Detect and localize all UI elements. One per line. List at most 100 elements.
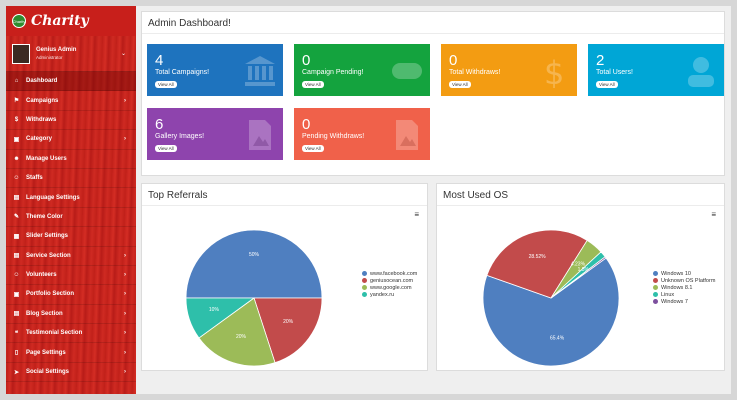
pie-slice[interactable]	[482, 257, 620, 366]
legend-item[interactable]: www.google.com	[362, 284, 417, 291]
view-all-button[interactable]: View All	[302, 145, 324, 152]
sidebar-item-volunteers[interactable]: ☺ Volunteers ›	[6, 266, 136, 286]
pie-slice[interactable]	[486, 229, 588, 299]
sidebar-menu: ⌂ Dashboard ⚑ Campaigns › $ Withdraws ▣ Category…	[6, 72, 136, 383]
view-all-button[interactable]: View All	[449, 81, 471, 88]
sidebar-item-manage-users[interactable]: ☻ Manage Users	[6, 150, 136, 169]
legend-swatch	[362, 285, 367, 290]
view-all-button[interactable]: View All	[596, 81, 618, 88]
stat-number: 0	[302, 52, 311, 69]
slice-label: 28.52%	[529, 254, 547, 260]
sidebar-item-dashboard[interactable]: ⌂ Dashboard	[6, 72, 136, 92]
legend-item[interactable]: geniusocean.com	[362, 277, 417, 284]
stat-card: 0 Campaign Pending! View All	[294, 44, 430, 96]
stat-card: 6 Gallery Images! View All	[147, 108, 283, 160]
stat-label: Gallery Images!	[155, 133, 205, 140]
chart-menu-icon[interactable]: ≡	[711, 210, 716, 219]
palette-icon: ✎	[13, 214, 20, 221]
legend-item[interactable]: Linux	[653, 291, 715, 298]
view-all-button[interactable]: View All	[302, 81, 324, 88]
sidebar-item-label: Withdraws	[26, 116, 57, 123]
sidebar-item-page-settings[interactable]: ▯ Page Settings ›	[6, 343, 136, 363]
user-profile[interactable]: Genius Admin Administrator ⌄	[6, 36, 136, 72]
referrals-title: Top Referrals	[142, 184, 427, 206]
sidebar-item-category[interactable]: ▣ Category ›	[6, 130, 136, 150]
sidebar-item-label: Blog Section	[26, 310, 63, 317]
stat-number: 2	[596, 52, 605, 69]
referrals-panel: Top Referrals ≡ 50% 20% 20% 10% www.faceboo…	[141, 183, 428, 371]
legend-item[interactable]: yandex.ru	[362, 291, 417, 298]
brand-logo: Charity	[12, 14, 26, 28]
blog-icon: ▤	[13, 311, 20, 318]
stat-card: 2 Total Users! View All	[588, 44, 724, 96]
slice-label: 4.23%	[571, 262, 586, 268]
pie-slice[interactable]	[185, 297, 256, 339]
stat-label: Total Campaigns!	[155, 69, 210, 76]
stat-label: Total Users!	[596, 69, 633, 76]
sidebar-item-label: Campaigns	[26, 97, 59, 104]
share-icon: ➤	[13, 369, 20, 376]
chevron-right-icon: ›	[124, 272, 126, 279]
sidebar-item-slider-settings[interactable]: ▦ Slider Settings	[6, 227, 136, 247]
legend-label: www.google.com	[370, 284, 412, 291]
sidebar-item-social-settings[interactable]: ➤ Social Settings ›	[6, 363, 136, 383]
chevron-right-icon: ›	[124, 291, 126, 298]
sidebar-item-testimonial-section[interactable]: ❝ Testimonial Section ›	[6, 324, 136, 344]
sidebar-item-service-section[interactable]: ▤ Service Section ›	[6, 247, 136, 266]
sidebar-item-staffs[interactable]: ☺ Staffs	[6, 169, 136, 189]
pie-slice[interactable]	[253, 297, 323, 364]
legend-item[interactable]: www.facebook.com	[362, 270, 417, 277]
svg-text:$: $	[544, 54, 564, 88]
legend-swatch	[362, 292, 367, 297]
slice-label: 65.4%	[550, 336, 565, 342]
portfolio-icon: ▣	[13, 291, 20, 298]
sidebar-item-label: Staffs	[26, 175, 43, 182]
legend-item[interactable]: Windows 10	[653, 270, 715, 277]
pie-slice[interactable]	[185, 229, 323, 299]
testimonial-icon: ❝	[14, 330, 19, 337]
sidebar-item-theme-color[interactable]: ✎ Theme Color	[6, 208, 136, 228]
chevron-down-icon[interactable]: ⌄	[120, 51, 126, 57]
os-panel: Most Used OS ≡ 65.4% 28.52% 4.23% 1.5% Wind…	[436, 183, 725, 371]
sidebar-item-label: Page Settings	[26, 349, 66, 356]
legend-item[interactable]: Windows 8.1	[653, 284, 715, 291]
os-legend: Windows 10 Unknown OS Platform Windows 8.1…	[653, 270, 715, 305]
view-all-button[interactable]: View All	[155, 81, 177, 88]
users-icon: ☻	[13, 155, 20, 162]
image-icon	[390, 118, 424, 152]
stat-label: Total Withdraws!	[449, 69, 501, 76]
chevron-right-icon: ›	[124, 97, 126, 104]
pie-slice[interactable]	[198, 297, 276, 366]
flag-icon: ⚑	[13, 98, 20, 105]
chart-menu-icon[interactable]: ≡	[414, 210, 419, 219]
sidebar-item-blog-section[interactable]: ▤ Blog Section ›	[6, 305, 136, 325]
chevron-right-icon: ›	[124, 369, 126, 376]
sidebar-item-withdraws[interactable]: $ Withdraws	[6, 111, 136, 131]
sidebar-item-portfolio-section[interactable]: ▣ Portfolio Section ›	[6, 285, 136, 305]
stat-number: 4	[155, 52, 164, 69]
sidebar-item-label: Manage Users	[26, 155, 67, 162]
stat-label: Pending Withdraws!	[302, 133, 365, 140]
pie-slice[interactable]	[550, 256, 607, 299]
chevron-right-icon: ›	[124, 330, 126, 337]
sidebar-item-label: Testimonial Section	[26, 330, 83, 337]
legend-item[interactable]: Unknown OS Platform	[653, 277, 715, 284]
view-all-button[interactable]: View All	[155, 145, 177, 152]
sidebar-item-language-settings[interactable]: ▤ Language Settings	[6, 188, 136, 208]
legend-swatch	[653, 285, 658, 290]
sidebar-item-campaigns[interactable]: ⚑ Campaigns ›	[6, 91, 136, 111]
slice-label: 10%	[209, 307, 220, 313]
legend-swatch	[653, 292, 658, 297]
user-role: Administrator	[36, 55, 63, 60]
legend-label: www.facebook.com	[370, 270, 418, 277]
legend-item[interactable]: Windows 7	[653, 298, 715, 305]
legend-swatch	[362, 271, 367, 276]
chevron-right-icon: ›	[124, 349, 126, 356]
brand[interactable]: Charity Charity	[6, 6, 136, 36]
stat-number: 0	[449, 52, 458, 69]
slice-label: 20%	[236, 334, 247, 340]
stat-card: 0 Pending Withdraws! View All	[294, 108, 430, 160]
stat-card: 4 Total Campaigns! View All	[147, 44, 283, 96]
chevron-right-icon: ›	[124, 310, 126, 317]
